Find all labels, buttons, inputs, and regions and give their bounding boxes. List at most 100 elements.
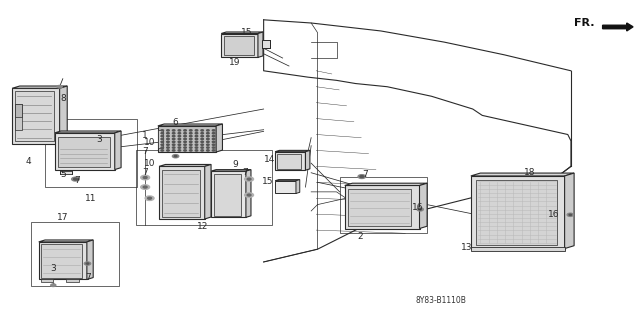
Bar: [277, 154, 301, 169]
Text: 19: 19: [229, 58, 241, 67]
Circle shape: [141, 185, 150, 189]
Bar: [31, 222, 119, 286]
Bar: [12, 88, 60, 144]
Circle shape: [201, 141, 203, 142]
Circle shape: [74, 178, 77, 180]
Circle shape: [161, 141, 164, 142]
Circle shape: [206, 132, 209, 134]
Circle shape: [212, 147, 215, 148]
Bar: [55, 133, 115, 170]
Circle shape: [419, 209, 422, 210]
Circle shape: [206, 141, 209, 142]
Text: 13: 13: [460, 243, 472, 252]
Circle shape: [173, 132, 175, 134]
Bar: [275, 152, 305, 170]
Circle shape: [178, 132, 180, 134]
Bar: [158, 126, 216, 152]
Bar: [159, 166, 204, 219]
Circle shape: [57, 85, 62, 88]
Circle shape: [201, 135, 203, 137]
Polygon shape: [258, 32, 263, 57]
Bar: [15, 92, 54, 141]
Polygon shape: [296, 180, 300, 194]
Circle shape: [167, 130, 170, 131]
Bar: [15, 104, 22, 117]
Bar: [348, 189, 411, 226]
Polygon shape: [603, 23, 633, 31]
Text: 7: 7: [142, 168, 148, 177]
Circle shape: [567, 213, 573, 216]
Circle shape: [178, 141, 180, 142]
Circle shape: [206, 135, 209, 137]
Circle shape: [144, 177, 147, 179]
Bar: [275, 181, 296, 194]
Circle shape: [184, 147, 186, 148]
Circle shape: [173, 144, 175, 145]
Circle shape: [247, 194, 251, 196]
Circle shape: [195, 132, 197, 134]
Text: 7: 7: [74, 176, 79, 185]
Text: 7: 7: [142, 147, 148, 156]
Circle shape: [178, 147, 180, 148]
Text: 9: 9: [232, 160, 238, 169]
Bar: [211, 171, 246, 217]
Circle shape: [201, 130, 203, 131]
Text: 14: 14: [264, 155, 275, 164]
Circle shape: [212, 150, 215, 151]
Bar: [471, 247, 565, 251]
Polygon shape: [345, 183, 427, 186]
Bar: [66, 278, 79, 282]
Circle shape: [167, 141, 170, 142]
Text: 5: 5: [60, 170, 65, 179]
Circle shape: [417, 208, 424, 211]
Text: 1: 1: [142, 131, 148, 140]
Circle shape: [189, 144, 192, 145]
Text: 7: 7: [362, 170, 368, 179]
Circle shape: [206, 144, 209, 145]
Circle shape: [201, 138, 203, 140]
Circle shape: [195, 141, 197, 142]
Circle shape: [189, 135, 192, 137]
Polygon shape: [420, 183, 427, 228]
Text: 10: 10: [144, 138, 156, 147]
Circle shape: [201, 132, 203, 134]
Text: 2: 2: [357, 232, 363, 241]
Circle shape: [174, 156, 177, 157]
Circle shape: [189, 150, 192, 151]
Circle shape: [173, 150, 175, 151]
Text: 7: 7: [242, 168, 248, 177]
Bar: [15, 104, 22, 130]
Circle shape: [178, 138, 180, 140]
Bar: [41, 244, 82, 278]
Circle shape: [173, 138, 175, 140]
Circle shape: [247, 178, 251, 180]
Circle shape: [201, 150, 203, 151]
Circle shape: [184, 138, 186, 140]
Circle shape: [51, 284, 56, 286]
Bar: [39, 242, 87, 279]
Polygon shape: [115, 131, 121, 170]
Bar: [158, 130, 163, 148]
Bar: [340, 177, 427, 233]
Circle shape: [184, 141, 186, 142]
Circle shape: [167, 147, 170, 148]
Circle shape: [212, 130, 215, 131]
Polygon shape: [39, 240, 93, 242]
Circle shape: [161, 135, 164, 137]
Text: 3: 3: [50, 264, 56, 274]
Circle shape: [173, 147, 175, 148]
Text: 4: 4: [26, 157, 31, 166]
Circle shape: [212, 132, 215, 134]
Circle shape: [195, 138, 197, 140]
Circle shape: [72, 177, 79, 181]
Circle shape: [195, 130, 197, 131]
Circle shape: [173, 130, 175, 131]
Bar: [262, 40, 270, 48]
Circle shape: [195, 147, 197, 148]
Bar: [41, 278, 53, 282]
Text: 6: 6: [173, 118, 178, 127]
Circle shape: [358, 175, 366, 179]
Polygon shape: [55, 131, 121, 133]
Circle shape: [195, 144, 197, 145]
Circle shape: [178, 130, 180, 131]
